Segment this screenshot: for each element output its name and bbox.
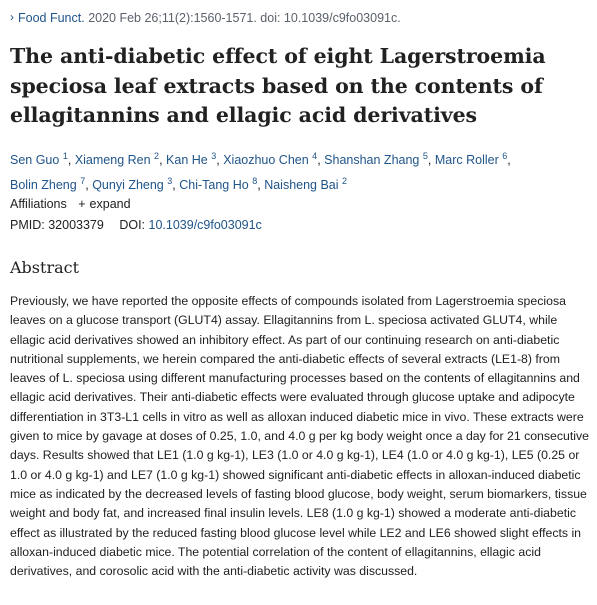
abstract-text: Previously, we have reported the opposit… [10, 294, 590, 579]
doi-label: DOI: [119, 218, 146, 232]
journal-link[interactable]: Food Funct. [18, 11, 85, 25]
author-name[interactable]: Xiameng Ren [74, 153, 151, 167]
author-name[interactable]: Sen Guo [10, 153, 60, 167]
author-item: Qunyi Zheng 3, [92, 176, 176, 192]
affiliation-ref[interactable]: 2 [154, 151, 160, 161]
author-separator: , [427, 153, 432, 167]
author-separator: , [507, 153, 511, 167]
citation-line: › Food Funct. 2020 Feb 26;11(2):1560-1571… [10, 10, 401, 25]
author-name[interactable]: Qunyi Zheng [92, 178, 164, 192]
author-separator: , [172, 178, 176, 192]
article-meta: Affiliations + expand PMID: 32003379 DOI:… [10, 194, 262, 236]
author-separator: , [159, 153, 163, 167]
author-item: Bolin Zheng 7, [10, 176, 89, 192]
pmid-label: PMID: [10, 218, 45, 232]
author-item: Kan He 3, [166, 151, 220, 167]
affiliations-label: Affiliations [10, 197, 67, 211]
author-item: Xiameng Ren 2, [74, 151, 163, 167]
plus-icon: + [78, 197, 86, 211]
author-name[interactable]: Naisheng Bai [264, 178, 339, 192]
pmid-value: 32003379 [48, 218, 104, 232]
author-separator: , [85, 178, 89, 192]
affiliation-ref[interactable]: 1 [62, 151, 68, 161]
author-item: Sen Guo 1, [10, 151, 72, 167]
author-list: Sen Guo 1, Xiameng Ren 2, Kan He 3, Xiao… [10, 146, 580, 196]
author-name[interactable]: Kan He [166, 153, 208, 167]
author-separator: , [257, 178, 261, 192]
author-name[interactable]: Shanshan Zhang [324, 153, 420, 167]
citation-details: 2020 Feb 26;11(2):1560-1571. doi: 10.103… [88, 11, 401, 25]
doi-link[interactable]: 10.1039/c9fo03091c [148, 218, 262, 232]
affiliation-ref[interactable]: 6 [502, 151, 508, 161]
affiliation-ref[interactable]: 3 [167, 176, 173, 186]
author-separator: , [317, 153, 321, 167]
author-item: Chi-Tang Ho 8, [179, 176, 261, 192]
author-item: Xiaozhuo Chen 4, [223, 151, 321, 167]
author-name[interactable]: Marc Roller [434, 153, 499, 167]
affiliation-ref[interactable]: 4 [312, 151, 318, 161]
expand-affiliations-button[interactable]: + expand [78, 197, 130, 211]
expand-label: expand [89, 197, 131, 211]
abstract-heading: Abstract [10, 258, 80, 277]
article-title: The anti-diabetic effect of eight Lagers… [10, 44, 546, 127]
affiliation-ref[interactable]: 7 [80, 176, 86, 186]
affiliation-ref[interactable]: 8 [252, 176, 258, 186]
author-name[interactable]: Bolin Zheng [10, 178, 77, 192]
author-item: Naisheng Bai 2 [264, 176, 348, 192]
author-name[interactable]: Xiaozhuo Chen [223, 153, 309, 167]
identifiers-row: PMID: 32003379 DOI: 10.1039/c9fo03091c [10, 215, 262, 236]
affiliation-ref[interactable]: 3 [211, 151, 217, 161]
author-separator: , [216, 153, 220, 167]
affiliation-ref[interactable]: 5 [422, 151, 428, 161]
affiliation-ref[interactable]: 2 [342, 176, 348, 186]
author-item: Marc Roller 6, [434, 151, 511, 167]
chevron-right-icon: › [10, 10, 14, 24]
affiliations-row: Affiliations + expand [10, 194, 262, 215]
author-item: Shanshan Zhang 5, [324, 151, 432, 167]
author-separator: , [67, 153, 72, 167]
author-name[interactable]: Chi-Tang Ho [179, 178, 249, 192]
